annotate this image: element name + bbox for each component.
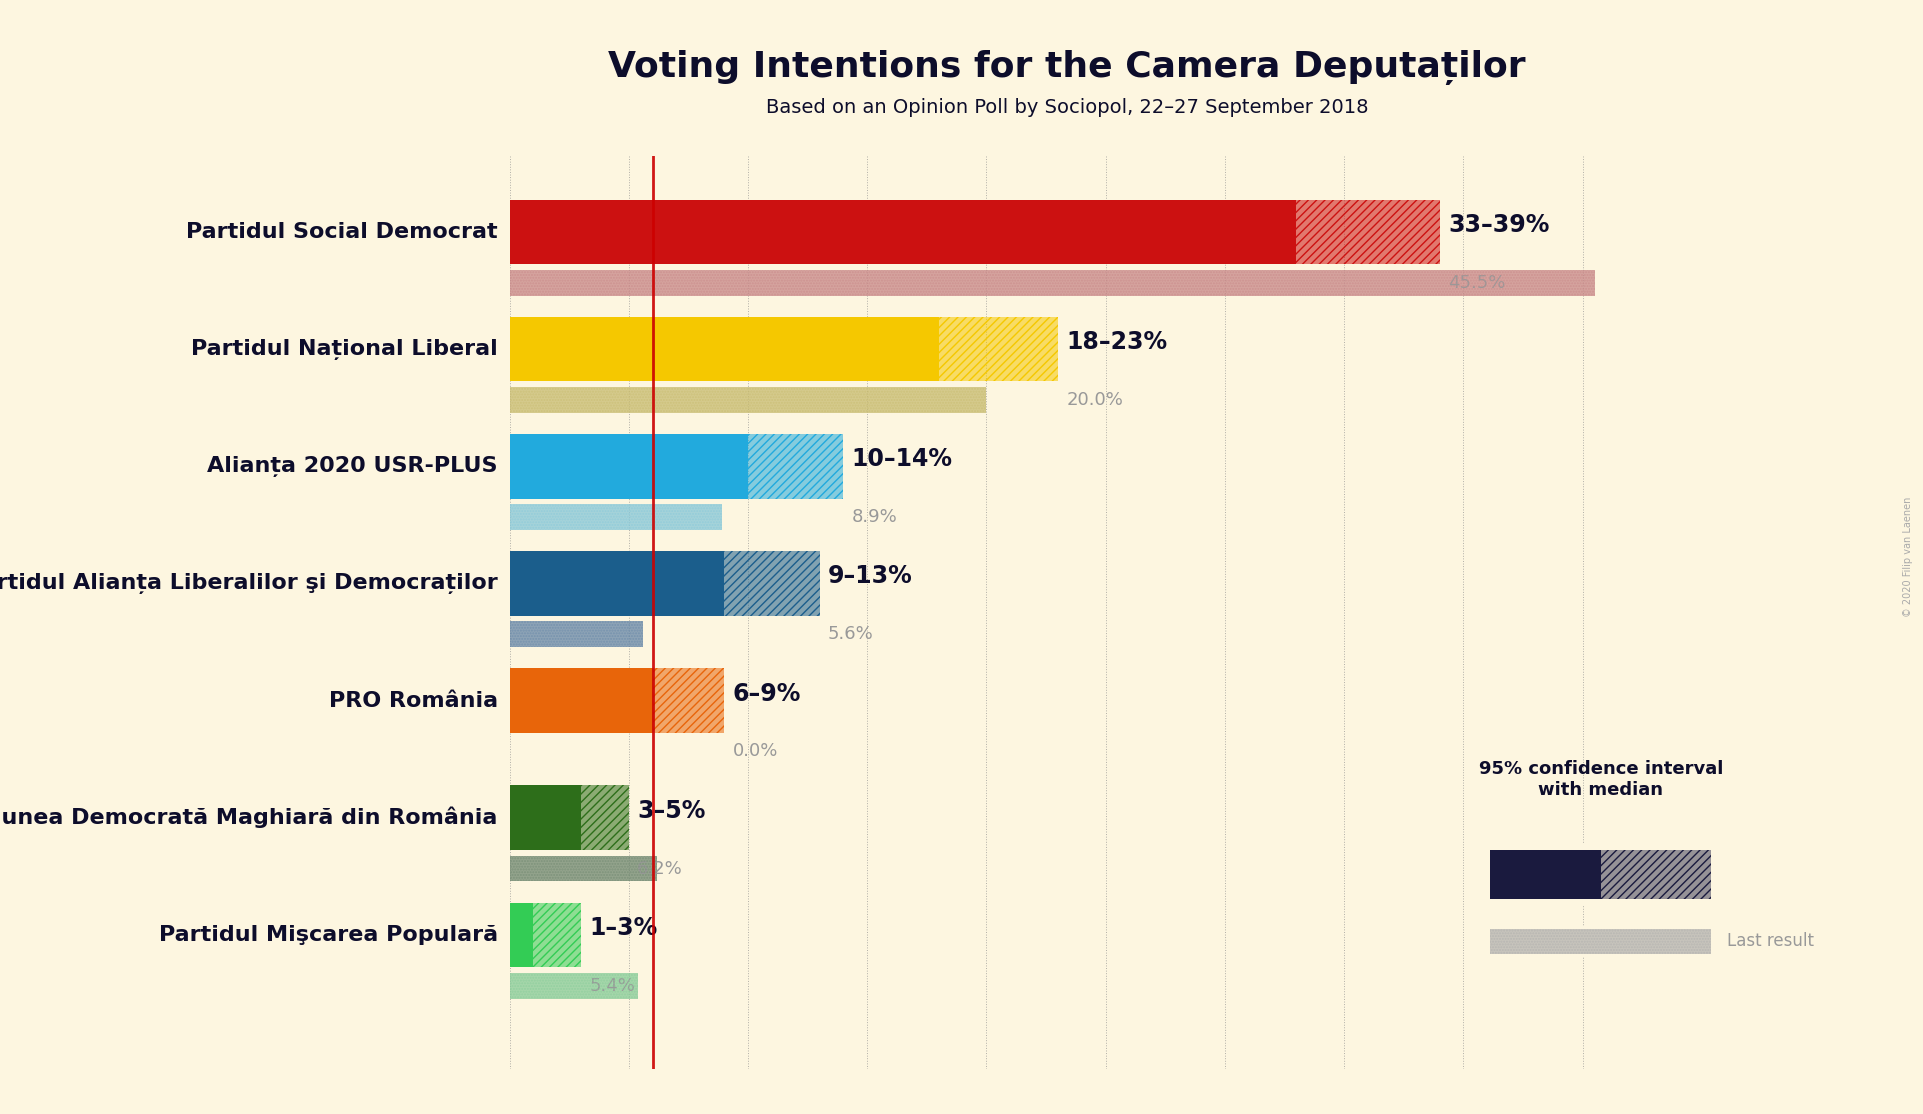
Bar xyxy=(938,317,1058,381)
Bar xyxy=(510,856,658,881)
Text: Voting Intentions for the Camera Deputaților: Voting Intentions for the Camera Deputaț… xyxy=(608,50,1527,85)
Bar xyxy=(1602,850,1711,899)
Bar xyxy=(725,551,819,616)
Bar xyxy=(510,505,721,530)
Text: 6–9%: 6–9% xyxy=(733,682,800,705)
Bar xyxy=(510,785,581,850)
Text: 95% confidence interval
with median: 95% confidence interval with median xyxy=(1479,760,1723,799)
Bar xyxy=(510,622,642,647)
Text: Alianța 2020 USR-PLUS: Alianța 2020 USR-PLUS xyxy=(208,456,498,477)
Bar xyxy=(510,622,642,647)
Bar xyxy=(748,434,844,499)
Text: © 2020 Filip van Laenen: © 2020 Filip van Laenen xyxy=(1902,497,1913,617)
Bar xyxy=(1490,929,1711,954)
Text: 33–39%: 33–39% xyxy=(1448,213,1550,237)
Text: 18–23%: 18–23% xyxy=(1067,330,1167,354)
Text: 45.5%: 45.5% xyxy=(1448,274,1506,292)
Bar xyxy=(510,434,748,499)
Text: Uniunea Democrată Maghiară din România: Uniunea Democrată Maghiară din România xyxy=(0,807,498,829)
Bar xyxy=(581,785,629,850)
Bar xyxy=(533,902,581,967)
Bar xyxy=(510,505,721,530)
Bar xyxy=(533,902,581,967)
Text: Last result: Last result xyxy=(1727,932,1813,950)
Bar xyxy=(1296,199,1440,264)
Bar xyxy=(938,317,1058,381)
Bar xyxy=(1296,199,1440,264)
Text: 6.2%: 6.2% xyxy=(637,860,683,878)
Text: 5.4%: 5.4% xyxy=(590,977,635,995)
Text: 5.6%: 5.6% xyxy=(829,625,873,644)
Text: 3–5%: 3–5% xyxy=(637,799,706,822)
Bar xyxy=(510,270,1594,296)
Bar xyxy=(510,388,986,413)
Text: Partidul Mişcarea Populară: Partidul Mişcarea Populară xyxy=(158,925,498,945)
Bar xyxy=(510,668,652,733)
Text: Partidul Național Liberal: Partidul Național Liberal xyxy=(190,339,498,360)
Bar xyxy=(1490,929,1711,954)
Text: PRO România: PRO România xyxy=(329,691,498,711)
Bar xyxy=(581,785,629,850)
Text: 9–13%: 9–13% xyxy=(829,565,913,588)
Bar xyxy=(652,668,725,733)
Bar xyxy=(510,973,638,998)
Text: Based on an Opinion Poll by Sociopol, 22–27 September 2018: Based on an Opinion Poll by Sociopol, 22… xyxy=(765,98,1369,117)
Bar xyxy=(510,199,1296,264)
Bar xyxy=(652,668,725,733)
Bar xyxy=(510,270,1594,296)
Bar xyxy=(748,434,844,499)
Text: 20.0%: 20.0% xyxy=(1067,391,1123,409)
Bar xyxy=(510,902,533,967)
Bar xyxy=(725,551,819,616)
Bar xyxy=(510,388,986,413)
Text: Partidul Social Democrat: Partidul Social Democrat xyxy=(187,222,498,242)
Text: 0.0%: 0.0% xyxy=(733,742,779,761)
Text: Partidul Alianța Liberalilor şi Democraților: Partidul Alianța Liberalilor şi Democraț… xyxy=(0,573,498,594)
Bar xyxy=(510,317,938,381)
Bar xyxy=(510,551,725,616)
Text: 1–3%: 1–3% xyxy=(590,916,658,940)
Text: 10–14%: 10–14% xyxy=(852,448,952,471)
Bar xyxy=(510,856,658,881)
Bar xyxy=(1490,850,1602,899)
Bar xyxy=(510,973,638,998)
Text: 8.9%: 8.9% xyxy=(852,508,898,526)
Bar xyxy=(1602,850,1711,899)
